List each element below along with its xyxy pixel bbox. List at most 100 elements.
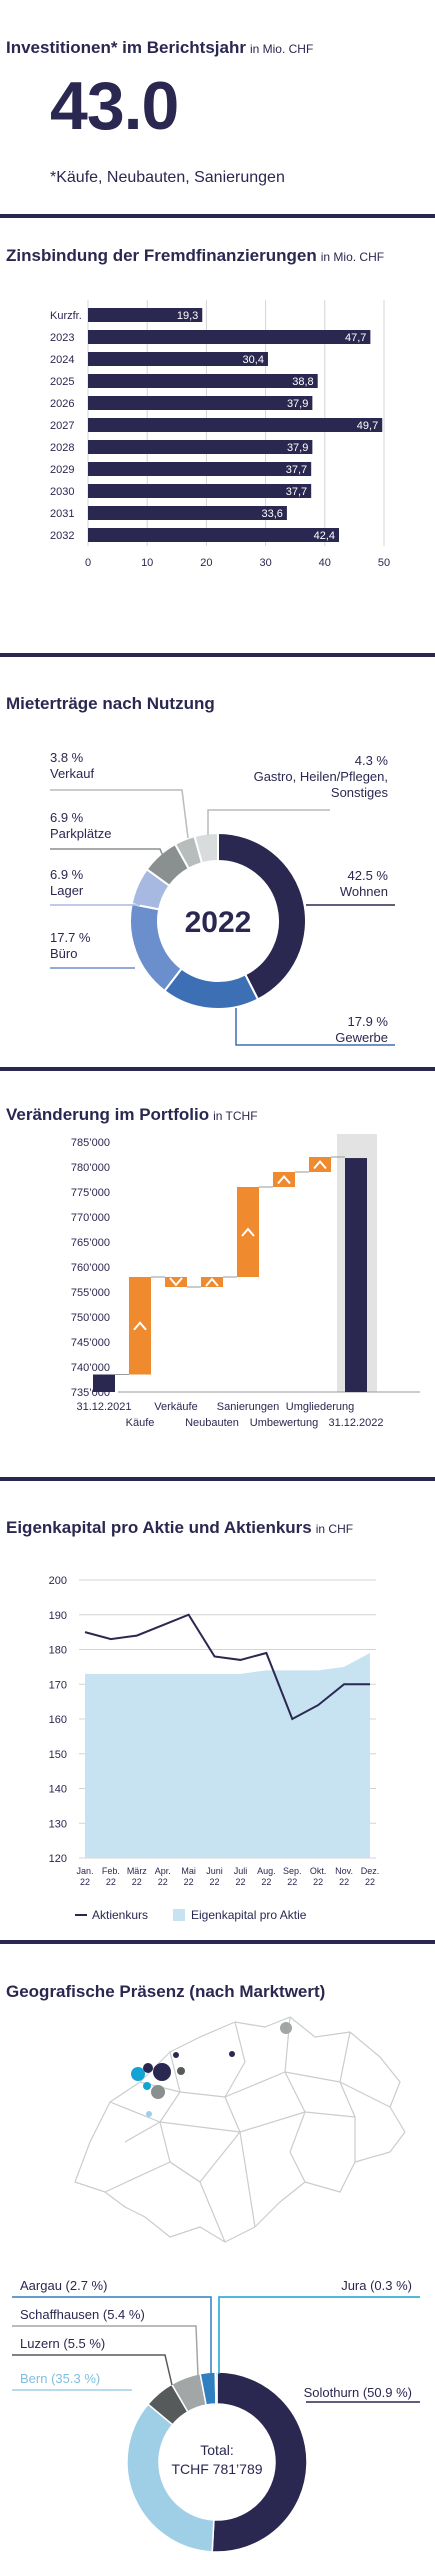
x-tick-label: 22 [365,1877,375,1887]
eigen-unit: in CHF [315,1522,354,1536]
eigen-line-chart: 120130140150160170180190200Jan.22Feb.22M… [49,1575,380,1922]
bar [88,352,268,366]
x-tick-label: Apr. [155,1866,171,1876]
bar [88,330,371,344]
category-label: 2031 [50,508,74,520]
mieter-center-label: 2022 [185,906,252,939]
y-tick-label: 750’000 [71,1312,110,1324]
direction-chevron-icon [169,1277,183,1287]
category-label: 2027 [50,420,74,432]
map-canton-line [124,2121,161,2143]
bar [88,484,312,498]
donut-slice [217,831,307,1001]
x-tick-label: Okt. [310,1866,327,1876]
bar-value-label: 49,7 [357,420,378,432]
leader-line [50,789,189,839]
total-bar [345,1158,367,1392]
slice-percent-label: 6.9 % [50,810,84,825]
divider-2 [0,653,435,657]
leader-line [12,2296,212,2374]
legend-label-eigenkapital: Eigenkapital pro Aktie [191,1908,307,1922]
line-series-aktienkurs [84,1613,370,1721]
x-tick-label: 50 [378,557,390,569]
donut-slice [211,2371,308,2553]
bar-value-label: 42,4 [314,530,335,542]
x-tick-label: 30 [259,557,271,569]
x-tick-label: 22 [106,1877,116,1887]
geo-total-label: Total: [200,2442,233,2458]
y-tick-label: 130 [49,1818,67,1830]
donut-slice [129,902,183,993]
donut-slice [214,2371,218,2405]
direction-chevron-icon [205,1277,219,1287]
step-label: Umgliederung [286,1401,354,1413]
bar [88,396,313,410]
delta-bar [273,1172,295,1187]
leader-line [12,2325,199,2377]
switzerland-map [74,2016,406,2243]
map-marker [229,2051,235,2057]
invest-title: Investitionen* im Berichtsjahr in Mio. CH… [6,38,313,58]
portfolio-title-text: Veränderung im Portfolio [6,1105,210,1124]
slice-percent-label: 6.9 % [50,867,84,882]
x-tick-label: 22 [235,1877,245,1887]
map-outline [74,2016,406,2243]
x-tick-label: Nov. [335,1866,353,1876]
legend-label-aktienkurs: Aktienkurs [92,1908,148,1922]
slice-label: Jura (0.3 %) [341,2278,412,2293]
map-marker [131,2067,145,2081]
mieter-title: Mieterträge nach Nutzung [6,694,215,713]
leader-line [218,2296,420,2374]
category-label: 2029 [50,464,74,476]
x-tick-label: Sep. [283,1866,302,1876]
direction-chevron-icon [277,1174,291,1185]
x-tick-label: Aug. [257,1866,276,1876]
x-tick-label: 22 [210,1877,220,1887]
y-tick-label: 775’000 [71,1187,110,1199]
step-label: 31.12.2022 [328,1417,383,1429]
divider-3 [0,1067,435,1071]
map-marker [143,2082,151,2090]
x-tick-label: 22 [132,1877,142,1887]
zins-unit: in Mio. CHF [320,250,385,264]
category-label: 2023 [50,332,74,344]
y-tick-label: 120 [49,1853,67,1865]
portfolio-waterfall-chart: 735’000740’000745’000750’000755’000760’0… [71,1134,420,1429]
step-label: Sanierungen [217,1401,279,1413]
direction-chevron-icon [241,1227,255,1237]
area-series-eigenkapital [85,1652,370,1858]
divider-1 [0,214,435,218]
portfolio-unit: in TCHF [213,1109,258,1123]
slice-percent-label: 17.7 % [50,930,91,945]
x-tick-label: 20 [200,557,212,569]
map-marker [151,2085,165,2099]
x-tick-label: 22 [80,1877,90,1887]
slice-name-label: Verkauf [50,766,94,781]
y-tick-label: 740’000 [71,1362,110,1374]
step-label: Umbewertung [250,1417,318,1429]
leader-line [207,809,330,835]
x-tick-label: 10 [141,557,153,569]
geo-title: Geografische Präsenz (nach Marktwert) [6,1982,326,2001]
category-label: 2024 [50,354,74,366]
x-tick-label: 0 [85,557,91,569]
x-tick-label: 22 [158,1877,168,1887]
category-label: 2025 [50,376,74,388]
zins-title-text: Zinsbindung der Fremdfinanzierungen [6,246,317,265]
map-canton-line [109,2101,356,2133]
x-tick-label: Jan. [76,1866,93,1876]
slice-percent-label: 42.5 % [348,868,389,883]
delta-bar [237,1187,259,1277]
x-tick-label: Juli [234,1866,248,1876]
slice-name-label: Lager [50,883,84,898]
x-tick-label: März [127,1866,147,1876]
donut-slice [193,831,219,865]
total-bar [93,1374,115,1392]
geo-donut-chart: Total: TCHF 781’789 Jura (0.3 %) Solothur… [12,2278,420,2553]
y-tick-label: 200 [49,1575,67,1587]
y-tick-label: 760’000 [71,1262,110,1274]
y-tick-label: 190 [49,1610,67,1622]
y-tick-label: 765’000 [71,1237,110,1249]
map-canton-line [104,2131,241,2193]
y-tick-label: 755’000 [71,1287,110,1299]
